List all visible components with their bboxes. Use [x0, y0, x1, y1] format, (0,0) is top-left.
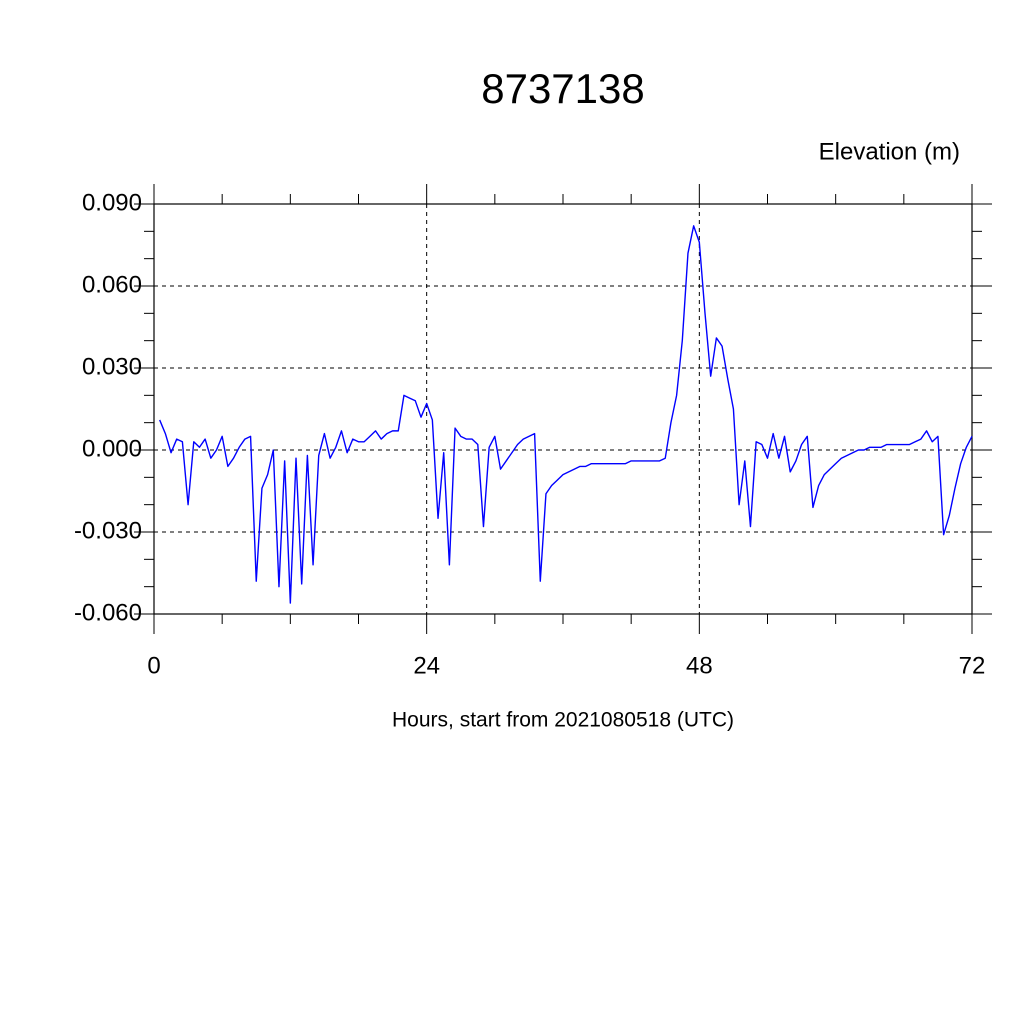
y-tick-label: 0.030: [82, 353, 142, 380]
y-tick-label: -0.030: [74, 517, 142, 544]
y-tick-label: 0.090: [82, 189, 142, 216]
x-tick-label: 48: [686, 652, 713, 679]
data-line: [159, 225, 973, 604]
x-tick-label: 24: [413, 652, 440, 679]
plot-frame: [153, 203, 973, 615]
x-tick-label: 0: [147, 652, 160, 679]
y-tick-label: 0.000: [82, 435, 142, 462]
chart-title: 8737138: [481, 65, 645, 112]
x-axis-label: Hours, start from 2021080518 (UTC): [392, 709, 734, 732]
y-tick-label: 0.060: [82, 271, 142, 298]
y-tick-label: -0.060: [74, 599, 142, 626]
axis-units: Elevation (m): [819, 138, 960, 165]
x-tick-label: 72: [959, 652, 986, 679]
